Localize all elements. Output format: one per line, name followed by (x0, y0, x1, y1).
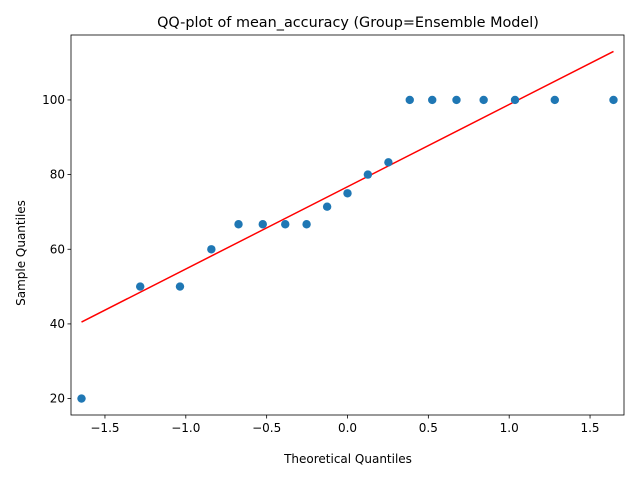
plot-area: −1.5 −1.0 −0.5 0.0 0.5 1.0 1.5 20 40 60 80 100 (42, 34, 625, 435)
data-point (428, 95, 437, 105)
x-tick-label: −1.0 (171, 421, 200, 435)
y-tick-label: 60 (50, 242, 65, 256)
data-point (175, 282, 185, 291)
axes-frame (70, 34, 625, 416)
data-point (363, 170, 373, 179)
x-tick-label: 1.0 (500, 421, 519, 435)
data-point (234, 220, 243, 229)
x-tick-label: 1.5 (580, 421, 599, 435)
data-point (479, 95, 488, 105)
data-point (281, 220, 290, 229)
data-point (609, 95, 618, 105)
reference-line (81, 50, 614, 323)
chart-title: QQ-plot of mean_accuracy (Group=Ensemble… (157, 15, 539, 31)
data-point (405, 95, 414, 105)
data-point (207, 245, 216, 254)
x-tick-label: −1.5 (90, 421, 119, 435)
y-tick-label: 80 (50, 168, 65, 182)
data-point (302, 220, 311, 229)
data-point (510, 95, 520, 105)
data-point (77, 394, 86, 403)
data-point (258, 220, 267, 229)
x-tick-label: 0.0 (338, 421, 357, 435)
x-tick-label: 0.5 (419, 421, 438, 435)
data-point (384, 158, 393, 167)
x-axis-title: Theoretical Quantiles (283, 452, 412, 466)
data-point (322, 202, 332, 211)
y-axis-title: Sample Quantiles (14, 200, 28, 306)
y-tick-label: 20 (50, 392, 65, 406)
data-point (550, 95, 559, 105)
data-point (452, 95, 461, 105)
data-point (136, 282, 145, 291)
data-point (343, 189, 352, 198)
x-tick-label: −0.5 (252, 421, 281, 435)
y-tick-label: 100 (42, 93, 65, 107)
y-tick-label: 40 (50, 317, 65, 331)
